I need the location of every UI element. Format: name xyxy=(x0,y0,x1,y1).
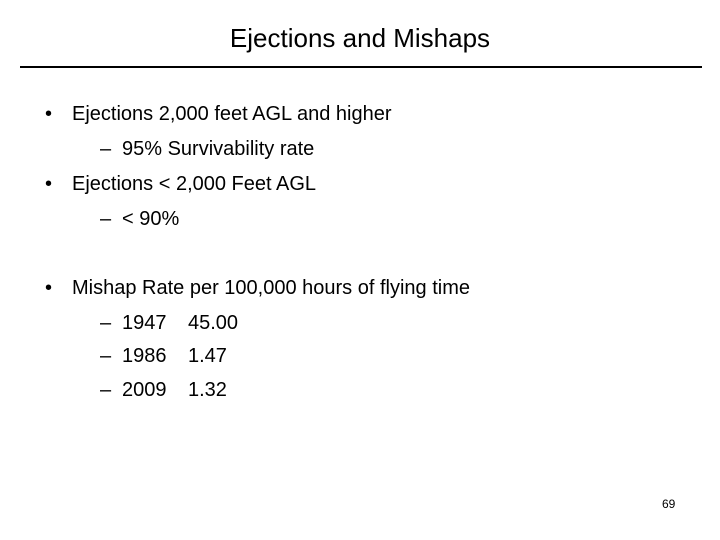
bullet-text: Mishap Rate per 100,000 hours of flying … xyxy=(72,277,470,299)
bullet-marker: • xyxy=(45,103,53,125)
sub-item-marker: – xyxy=(100,208,112,230)
row-rate: 1.47 xyxy=(188,345,227,367)
row-rate: 1.32 xyxy=(188,379,227,401)
title-divider xyxy=(20,66,702,68)
bullet-marker: • xyxy=(45,173,53,195)
bullet-marker: • xyxy=(45,277,53,299)
row-year: 1986 xyxy=(122,345,167,367)
row-year: 1947 xyxy=(122,312,167,334)
row-year: 2009 xyxy=(122,379,167,401)
row-marker: – xyxy=(100,345,112,367)
slide-title: Ejections and Mishaps xyxy=(229,23,491,53)
sub-item-marker: – xyxy=(100,138,112,160)
page-number: 69 xyxy=(662,497,676,511)
row-rate: 45.00 xyxy=(188,312,239,334)
row-marker: – xyxy=(100,312,112,334)
bullet-text: Ejections < 2,000 Feet AGL xyxy=(72,173,317,195)
bullet-text: Ejections 2,000 feet AGL and higher xyxy=(72,103,392,125)
sub-item-text: < 90% xyxy=(122,208,180,230)
sub-item-text: 95% Survivability rate xyxy=(122,138,315,160)
row-marker: – xyxy=(100,379,112,401)
